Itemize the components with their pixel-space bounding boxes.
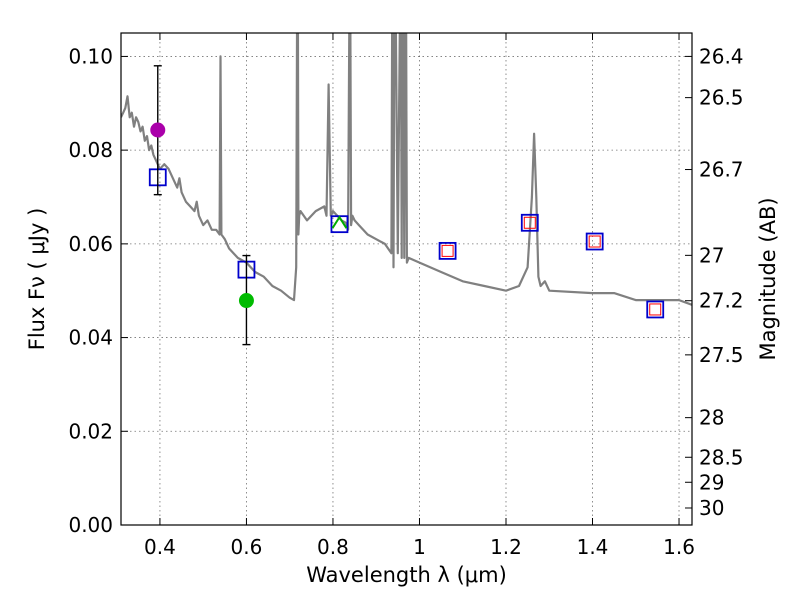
y2-tick-label: 27 [699, 243, 724, 267]
observed-triangle-marker [331, 215, 348, 229]
y2-tick-label: 26.5 [699, 86, 744, 110]
plot-series [121, 33, 692, 346]
x-tick-label: 1.4 [577, 535, 609, 559]
x-tick-label: 0.6 [231, 535, 263, 559]
y2-tick-label: 27.5 [699, 343, 744, 367]
y-tick-label: 0.04 [68, 326, 113, 350]
observed-circle-marker [150, 122, 166, 138]
model-square-marker [438, 241, 457, 260]
y-tick-label: 0.00 [68, 513, 113, 537]
y2-tick-label: 26.4 [699, 44, 744, 68]
y2-tick-label: 28.5 [699, 445, 744, 469]
x-axis-title: Wavelength λ (μm) [306, 563, 507, 587]
model-square-marker [646, 300, 665, 319]
y2-tick-label: 29 [699, 470, 724, 494]
observed-square-marker [588, 235, 601, 248]
y2-tick-label: 30 [699, 496, 724, 520]
x-tick-label: 1.6 [663, 535, 695, 559]
observed-circle-marker [238, 293, 254, 309]
grid-lines [121, 33, 692, 526]
y-tick-label: 0.10 [68, 44, 113, 68]
spectrum-line [121, 33, 692, 306]
model-square-marker [520, 213, 539, 232]
y-axis-title: Flux Fν ( μJy ) [25, 208, 49, 351]
x-tick-label: 1 [413, 535, 426, 559]
model-square-marker [585, 232, 604, 251]
x-tick-label: 1.2 [490, 535, 522, 559]
y2-tick-label: 26.7 [699, 158, 744, 182]
observed-square-marker [523, 216, 536, 229]
x-tick-label: 0.4 [144, 535, 176, 559]
observed-square-marker [441, 244, 454, 257]
plot-frame [120, 32, 693, 526]
axis-ticks: 0.4 0.6 0.8 1 1.2 1.4 1.6 0.00 0.02 0.04 0.06 0.08 0… [68, 33, 744, 559]
x-tick-label: 0.8 [317, 535, 349, 559]
y2-tick-label: 27.2 [699, 289, 744, 313]
y-tick-label: 0.06 [68, 232, 113, 256]
y2-tick-label: 28 [699, 406, 724, 430]
y2-axis-title: Magnitude (AB) [756, 197, 780, 360]
y-tick-label: 0.02 [68, 419, 113, 443]
observed-square-marker [649, 303, 662, 316]
y-tick-label: 0.08 [68, 138, 113, 162]
